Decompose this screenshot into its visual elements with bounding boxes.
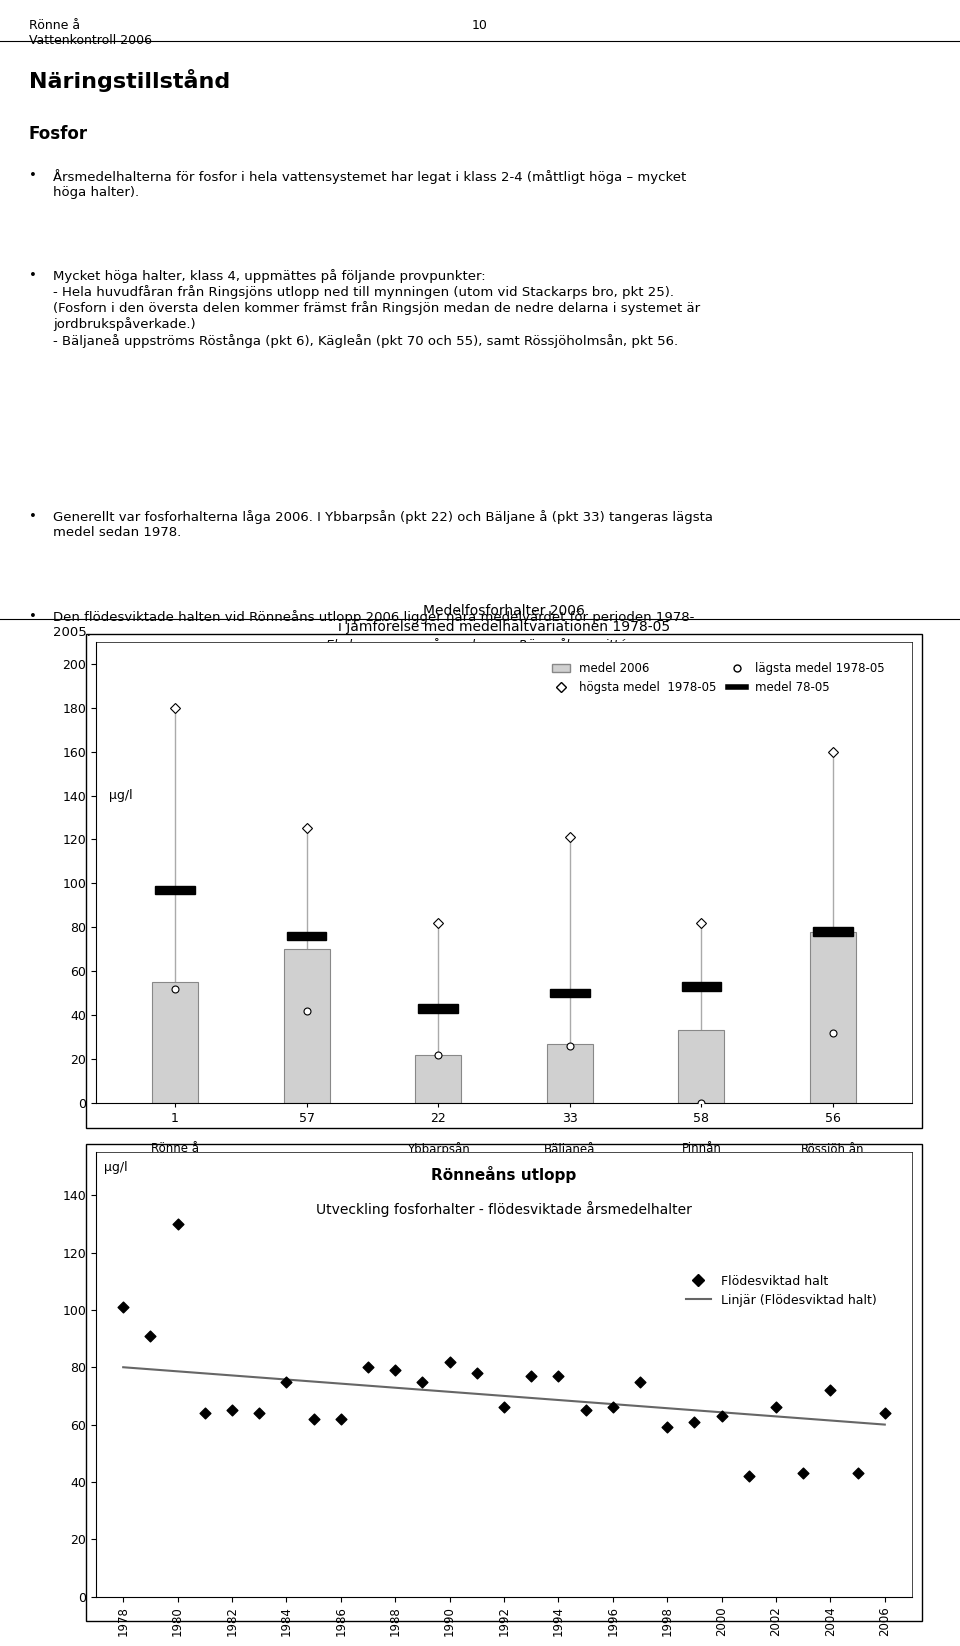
Point: [796, 1460, 811, 1486]
Point: [170, 1211, 185, 1238]
Text: •: •: [29, 510, 36, 523]
Point: [469, 1360, 485, 1386]
Point: [496, 1394, 512, 1420]
Point: [115, 1294, 131, 1320]
Text: Ekologgruppen på uppdrag av Rönneåkommittén: Ekologgruppen på uppdrag av Rönneåkommit…: [326, 639, 634, 652]
Text: Rönne å: Rönne å: [151, 1142, 199, 1155]
Title: Medelfosforhalter 2006
i jämförelse med medelhaltvariationen 1978-05: Medelfosforhalter 2006 i jämförelse med …: [338, 604, 670, 634]
Text: Pinnån: Pinnån: [682, 1142, 721, 1155]
Point: [660, 1414, 675, 1440]
Bar: [156, 886, 195, 894]
Bar: [550, 989, 589, 997]
Text: Den flödesviktade halten vid Rönneåns utlopp 2006 ligger nära medelvärdet för pe: Den flödesviktade halten vid Rönneåns ut…: [53, 611, 694, 639]
Text: Rönneåns utlopp: Rönneåns utlopp: [431, 1165, 577, 1182]
Bar: [810, 932, 856, 1103]
Point: [306, 1406, 322, 1432]
Bar: [287, 932, 326, 940]
Text: •: •: [29, 268, 36, 281]
Legend: medel 2006, högsta medel  1978-05, lägsta medel 1978-05, medel 78-05: medel 2006, högsta medel 1978-05, lägsta…: [547, 657, 890, 698]
Text: Rössjöh.ån: Rössjöh.ån: [802, 1142, 865, 1155]
Point: [578, 1397, 593, 1424]
Point: [278, 1368, 294, 1394]
Point: [197, 1401, 212, 1427]
Point: [225, 1397, 240, 1424]
Point: [605, 1394, 620, 1420]
Point: [823, 1378, 838, 1404]
Legend: Flödesviktad halt, Linjär (Flödesviktad halt): Flödesviktad halt, Linjär (Flödesviktad …: [681, 1269, 881, 1312]
Text: µg/l: µg/l: [104, 1160, 128, 1174]
Text: Årsmedelhalterna för fosfor i hela vattensystemet har legat i klass 2-4 (måttlig: Årsmedelhalterna för fosfor i hela vatte…: [53, 170, 686, 199]
Point: [333, 1406, 348, 1432]
Text: •: •: [29, 170, 36, 181]
Bar: [419, 1004, 458, 1012]
Bar: [283, 950, 329, 1103]
Point: [686, 1409, 702, 1435]
Bar: [679, 1030, 725, 1103]
Point: [877, 1401, 893, 1427]
Bar: [152, 983, 198, 1103]
Text: Rönne å
Vattenkontroll 2006: Rönne å Vattenkontroll 2006: [29, 18, 152, 46]
Text: µg/l: µg/l: [109, 788, 132, 802]
Text: •: •: [29, 611, 36, 622]
Point: [415, 1368, 430, 1394]
Bar: [547, 1044, 593, 1103]
Text: 10: 10: [472, 18, 488, 31]
Text: Utveckling fosforhalter - flödesviktade årsmedelhalter: Utveckling fosforhalter - flödesviktade …: [316, 1202, 692, 1216]
Point: [741, 1463, 756, 1490]
Point: [442, 1348, 457, 1374]
Point: [388, 1356, 403, 1383]
Point: [360, 1355, 375, 1381]
Point: [714, 1402, 730, 1429]
Bar: [415, 1055, 461, 1103]
Bar: [813, 927, 852, 937]
Text: Generellt var fosforhalterna låga 2006. I Ybbarpsån (pkt 22) och Bäljane å (pkt : Generellt var fosforhalterna låga 2006. …: [53, 510, 712, 538]
Point: [252, 1401, 267, 1427]
Point: [850, 1460, 865, 1486]
Text: Ybbarpsån: Ybbarpsån: [407, 1142, 469, 1155]
Point: [768, 1394, 783, 1420]
Bar: [682, 983, 721, 991]
Point: [633, 1368, 648, 1394]
Point: [143, 1322, 158, 1348]
Point: [523, 1363, 539, 1389]
Text: Näringstillstånd: Näringstillstånd: [29, 69, 230, 92]
Text: Mycket höga halter, klass 4, uppmättes på följande provpunkter:
- Hela huvudfåra: Mycket höga halter, klass 4, uppmättes p…: [53, 268, 700, 347]
Text: Bäljaneå: Bäljaneå: [544, 1142, 595, 1155]
Point: [551, 1363, 566, 1389]
Text: Fosfor: Fosfor: [29, 125, 88, 143]
